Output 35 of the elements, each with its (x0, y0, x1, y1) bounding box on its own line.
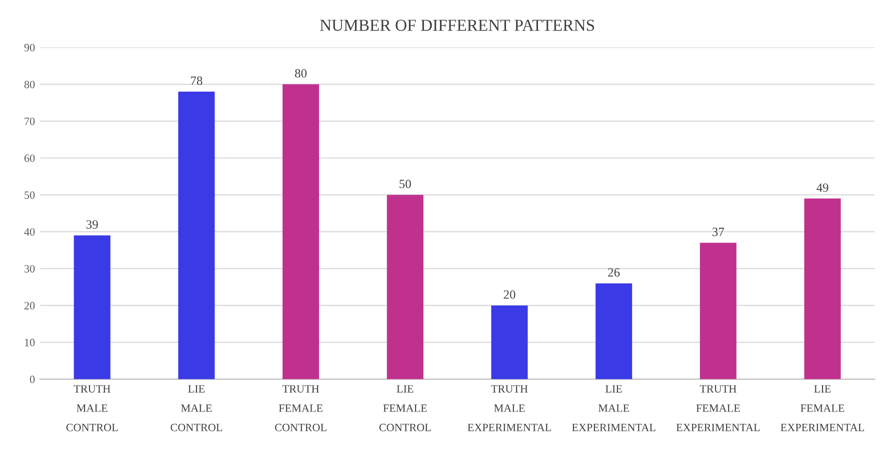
x-tick-label: LIE FEMALE CONTROL (379, 385, 431, 432)
x-tick-label: LIE MALE CONTROL (170, 385, 222, 432)
x-tick-label: TRUTH FEMALE EXPERIMENTAL (676, 385, 760, 432)
y-tick-label: 80 (24, 80, 35, 88)
data-label: 37 (712, 228, 724, 236)
y-tick-label: 70 (24, 118, 35, 126)
x-tick-label: LIE MALE EXPERIMENTAL (572, 385, 656, 432)
bar (74, 235, 110, 380)
data-label: 49 (816, 183, 828, 192)
data-label: 20 (504, 290, 516, 299)
bar (596, 283, 632, 380)
y-tick-label: 40 (24, 228, 35, 236)
bar (178, 92, 215, 380)
y-tick-label: 60 (24, 154, 35, 162)
y-tick-label: 90 (24, 44, 35, 52)
x-tick-label: LIE FEMALE EXPERIMENTAL (780, 385, 864, 432)
bar (282, 84, 320, 380)
data-label: 80 (295, 69, 307, 78)
y-tick-label: 50 (24, 191, 35, 199)
x-tick-label: TRUTH MALE EXPERIMENTAL (468, 385, 551, 432)
x-tick-label: TRUTH MALE CONTROL (66, 385, 118, 432)
data-label: 78 (191, 76, 202, 85)
y-tick-label: 20 (24, 302, 35, 310)
y-tick-label: 30 (24, 265, 35, 273)
bar (386, 194, 424, 380)
y-tick-label: 0 (30, 376, 35, 384)
y-tick-label: 10 (24, 338, 35, 346)
data-label: 39 (86, 220, 98, 229)
x-tick-label: TRUTH FEMALE CONTROL (275, 385, 326, 432)
data-label: 26 (608, 268, 620, 277)
bar (491, 305, 528, 380)
bar (804, 198, 841, 380)
bar (700, 242, 736, 380)
data-label: 50 (400, 180, 411, 188)
chart-title: NUMBER OF DIFFERENT PATTERNS (320, 20, 594, 31)
